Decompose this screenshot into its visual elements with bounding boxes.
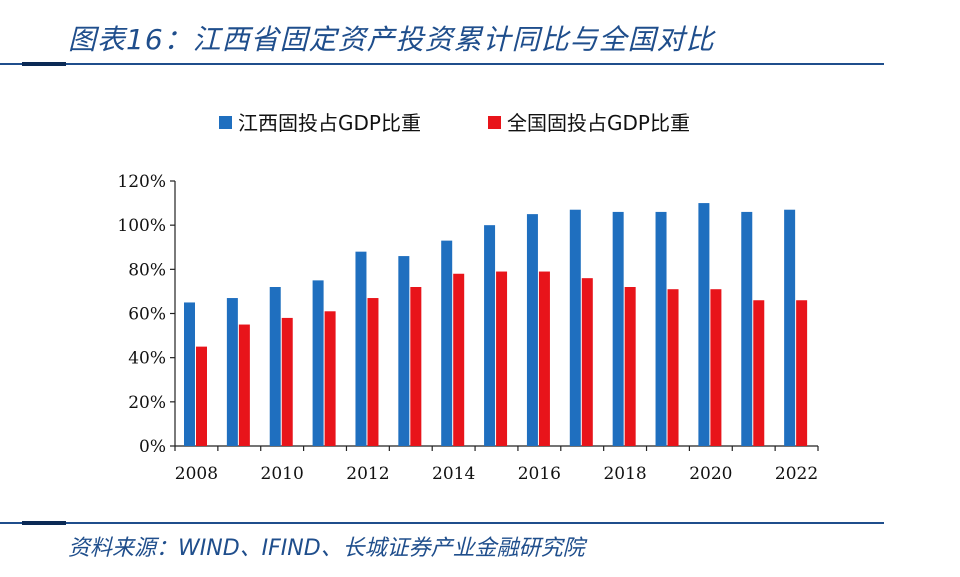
bar-jiangxi-2009 — [226, 298, 238, 446]
bar-jiangxi-2021 — [741, 211, 753, 446]
bar-national-2011 — [324, 311, 336, 446]
bar-jiangxi-2022 — [784, 209, 796, 446]
bar-jiangxi-2017 — [569, 209, 581, 446]
bar-national-2016 — [538, 271, 550, 446]
y-tick-label: 80% — [128, 260, 166, 280]
bar-national-2021 — [753, 300, 765, 446]
bar-national-2015 — [496, 271, 508, 446]
source-note: 资料来源：WIND、IFIND、长城证券产业金融研究院 — [68, 536, 585, 561]
bar-national-2010 — [281, 317, 293, 446]
bar-jiangxi-2015 — [484, 225, 496, 446]
legend: 江西固投占GDP比重 全国固投占GDP比重 — [219, 111, 690, 135]
x-tick-label: 2022 — [775, 464, 818, 484]
x-tick-label: 2014 — [432, 464, 475, 484]
bar-national-2019 — [667, 289, 679, 446]
x-tick-label: 2020 — [689, 464, 732, 484]
x-tick-label: 2012 — [346, 464, 389, 484]
x-tick-label: 2008 — [175, 464, 218, 484]
bar-jiangxi-2010 — [269, 287, 281, 446]
bar-jiangxi-2013 — [398, 256, 410, 446]
bar-jiangxi-2016 — [526, 214, 538, 446]
bar-national-2022 — [796, 300, 808, 446]
legend-label-national: 全国固投占GDP比重 — [507, 111, 690, 135]
y-tick-label: 60% — [128, 305, 166, 325]
bar-jiangxi-2012 — [355, 251, 367, 446]
bar-national-2020 — [710, 289, 722, 446]
bar-jiangxi-2020 — [698, 203, 710, 446]
y-tick-label: 120% — [117, 172, 166, 192]
bottom-divider — [0, 522, 884, 524]
bar-national-2017 — [581, 278, 593, 446]
y-tick-label: 20% — [128, 393, 166, 413]
bar-national-2012 — [367, 298, 379, 446]
bar-jiangxi-2011 — [312, 280, 324, 446]
x-tick-label: 2016 — [518, 464, 561, 484]
y-tick-label: 100% — [117, 216, 166, 236]
bar-jiangxi-2019 — [655, 211, 667, 446]
top-divider-accent — [22, 62, 66, 66]
plot-area: 0% 20% 40% 60% 80% 100% 120% 2008 2010 2012 2014 20… — [117, 172, 819, 484]
bar-national-2018 — [624, 287, 636, 446]
x-tick-label: 2010 — [261, 464, 304, 484]
legend-swatch-jiangxi — [219, 116, 232, 129]
x-tick-label: 2018 — [603, 464, 646, 484]
y-tick-label: 40% — [128, 349, 166, 369]
bar-national-2008 — [196, 346, 207, 446]
legend-label-jiangxi: 江西固投占GDP比重 — [238, 111, 421, 135]
bottom-divider-accent — [22, 521, 66, 525]
bar-jiangxi-2008 — [184, 302, 195, 446]
bar-jiangxi-2018 — [612, 211, 624, 446]
y-tick-label: 0% — [139, 437, 166, 457]
bar-national-2013 — [410, 287, 422, 446]
bar-jiangxi-2014 — [441, 240, 453, 446]
legend-swatch-national — [488, 116, 501, 129]
figure-title: 图表16：江西省固定资产投资累计同比与全国对比 — [68, 23, 715, 56]
top-divider — [0, 63, 884, 65]
bar-national-2009 — [238, 324, 250, 446]
bar-national-2014 — [453, 273, 465, 446]
